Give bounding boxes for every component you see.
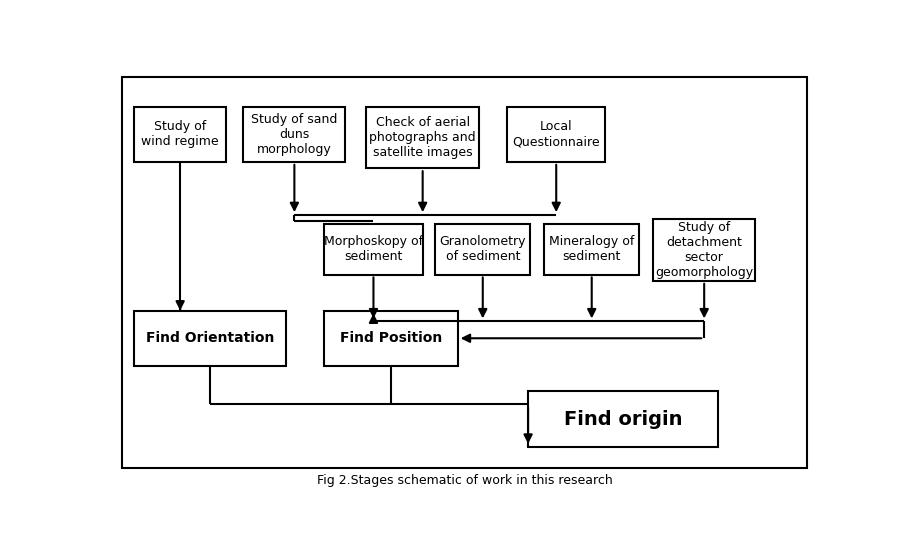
FancyBboxPatch shape <box>122 77 807 468</box>
Text: Morphoskopy of
sediment: Morphoskopy of sediment <box>324 235 423 263</box>
FancyBboxPatch shape <box>544 224 639 274</box>
FancyBboxPatch shape <box>653 219 756 281</box>
Text: Check of aerial
photographs and
satellite images: Check of aerial photographs and satellit… <box>369 116 476 159</box>
Text: Study of
wind regime: Study of wind regime <box>141 120 219 148</box>
Text: Find origin: Find origin <box>564 410 682 428</box>
Text: Study of
detachment
sector
geomorphology: Study of detachment sector geomorphology <box>655 221 753 279</box>
FancyBboxPatch shape <box>134 107 226 162</box>
Text: Granolometry
of sediment: Granolometry of sediment <box>440 235 526 263</box>
FancyBboxPatch shape <box>528 391 718 447</box>
Text: Find Orientation: Find Orientation <box>146 331 274 345</box>
FancyBboxPatch shape <box>134 311 286 366</box>
FancyBboxPatch shape <box>507 107 606 162</box>
FancyBboxPatch shape <box>325 311 458 366</box>
FancyBboxPatch shape <box>325 224 423 274</box>
Text: Fig 2.Stages schematic of work in this research: Fig 2.Stages schematic of work in this r… <box>317 474 613 487</box>
Text: Study of sand
duns
morphology: Study of sand duns morphology <box>251 113 337 156</box>
FancyBboxPatch shape <box>435 224 531 274</box>
FancyBboxPatch shape <box>366 107 479 168</box>
Text: Mineralogy of
sediment: Mineralogy of sediment <box>549 235 634 263</box>
FancyBboxPatch shape <box>243 107 346 162</box>
Text: Find Position: Find Position <box>340 331 442 345</box>
Text: Local
Questionnaire: Local Questionnaire <box>512 120 600 148</box>
